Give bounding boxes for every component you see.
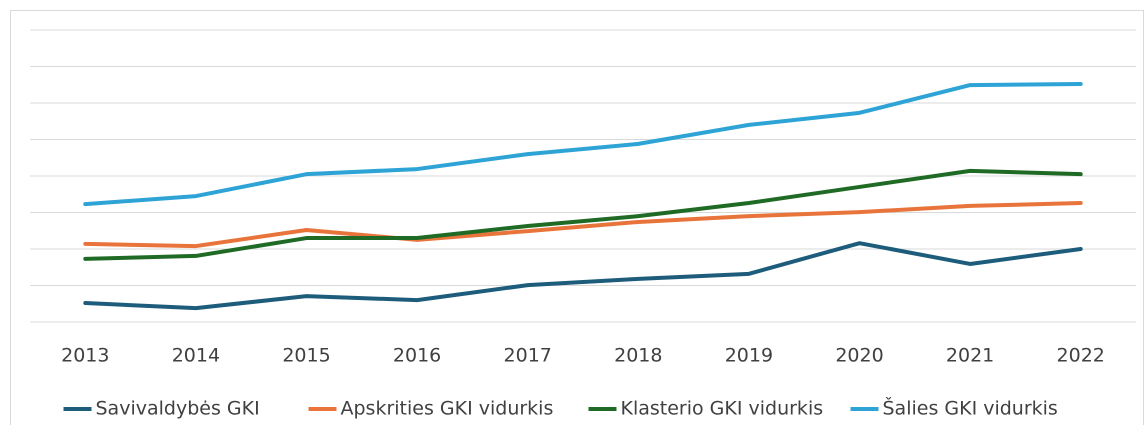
x-tick-label: 2019 [725,345,773,367]
x-tick-label: 2015 [282,345,330,367]
x-tick-label: 2018 [614,345,662,367]
legend-label: Šalies GKI vidurkis [883,396,1058,420]
x-tick-label: 2014 [172,345,220,367]
x-tick-label: 2017 [504,345,552,367]
line-series [83,201,1083,249]
x-tick-label: 2016 [393,345,441,367]
line-series [83,241,1083,311]
legend-label: Klasterio GKI vidurkis [621,398,824,420]
line-series [83,168,1083,261]
line-series [83,82,1083,207]
x-tick-label: 2020 [835,345,883,367]
legend-label: Apskrities GKI vidurkis [341,398,554,420]
legend-label: Savivaldybės GKI [96,398,260,420]
x-tick-label: 2022 [1057,345,1105,367]
x-tick-label: 2021 [946,345,994,367]
x-tick-label: 2013 [61,345,109,367]
